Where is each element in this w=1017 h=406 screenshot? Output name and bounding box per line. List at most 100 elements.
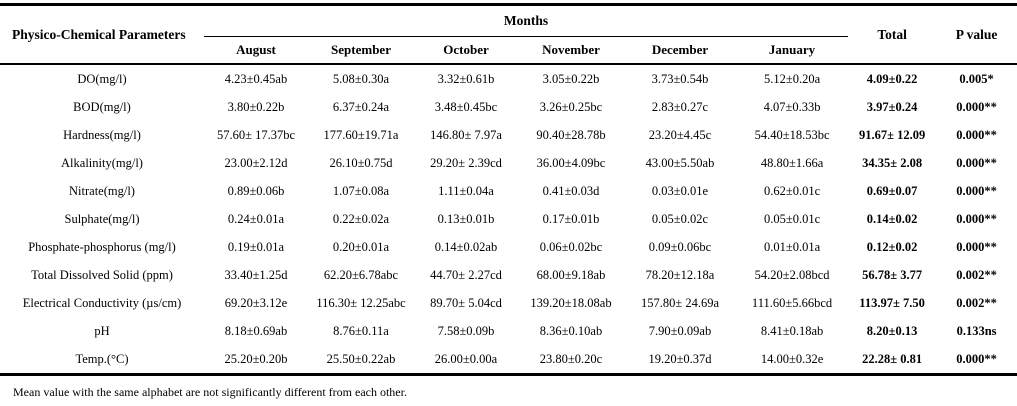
total-cell: 3.97±0.24 (866, 99, 918, 114)
month-value-cell: 23.20±4.45c (648, 127, 712, 142)
table-row: Electrical Conductivity (µs/cm) 69.20±3.1… (0, 289, 1017, 317)
parameter-cell: BOD(mg/l) (73, 99, 131, 114)
total-cell: 22.28± 0.81 (862, 351, 923, 366)
pvalue-cell: 0.133ns (956, 323, 997, 338)
month-value-cell: 2.83±0.27c (651, 99, 709, 114)
month-value-cell: 8.76±0.11a (333, 323, 389, 338)
month-value-cell: 0.09±0.06bc (648, 239, 712, 254)
month-value-cell: 23.00±2.12d (224, 155, 288, 170)
month-value-cell: 14.00±0.32e (760, 351, 824, 366)
parameter-cell: Alkalinity(mg/l) (61, 155, 143, 170)
month-value-cell: 0.13±0.01b (437, 211, 495, 226)
parameter-cell: Nitrate(mg/l) (69, 183, 135, 198)
month-value-cell: 5.12±0.20a (763, 71, 821, 86)
month-value-cell: 8.41±0.18ab (760, 323, 824, 338)
col-header-december: December (624, 36, 736, 65)
month-value-cell: 1.11±0.04a (438, 183, 494, 198)
parameter-cell: Sulphate(mg/l) (64, 211, 140, 226)
month-value-cell: 8.36±0.10ab (539, 323, 603, 338)
table-header: Physico-Chemical Parameters Months Total… (0, 4, 1017, 65)
month-value-cell: 3.80±0.22b (227, 99, 285, 114)
parameter-cell: pH (94, 323, 110, 338)
month-value-cell: 44.70± 2.27cd (430, 267, 502, 282)
month-value-cell: 25.20±0.20b (224, 351, 288, 366)
month-value-cell: 68.00±9.18ab (536, 267, 606, 282)
col-header-september: September (308, 36, 414, 65)
month-value-cell: 177.60±19.71a (323, 127, 399, 142)
month-value-cell: 29.20± 2.39cd (430, 155, 502, 170)
month-value-cell: 157.80± 24.69a (640, 295, 720, 310)
total-cell: 113.97± 7.50 (859, 295, 925, 310)
month-value-cell: 0.01±0.01a (763, 239, 821, 254)
total-cell: 0.14±0.02 (866, 211, 918, 226)
parameter-cell: Hardness(mg/l) (63, 127, 141, 142)
footnote: Mean value with the same alphabet are no… (13, 385, 407, 399)
total-cell: 0.12±0.02 (866, 239, 918, 254)
pvalue-cell: 0.002** (956, 267, 997, 282)
month-value-cell: 3.73±0.54b (651, 71, 709, 86)
parameter-cell: DO(mg/l) (77, 71, 127, 86)
month-value-cell: 25.50±0.22ab (326, 351, 396, 366)
month-value-cell: 26.00±0.00a (434, 351, 498, 366)
col-group-months: Months (204, 4, 849, 37)
month-value-cell: 3.26±0.25bc (539, 99, 603, 114)
pvalue-cell: 0.000** (956, 239, 997, 254)
month-value-cell: 23.80±0.20c (539, 351, 603, 366)
col-header-january: January (736, 36, 849, 65)
month-value-cell: 0.14±0.02ab (434, 239, 498, 254)
parameter-cell: Total Dissolved Solid (ppm) (31, 267, 173, 282)
col-header-august: August (204, 36, 308, 65)
month-value-cell: 3.48±0.45bc (434, 99, 498, 114)
pvalue-cell: 0.000** (956, 155, 997, 170)
month-value-cell: 0.05±0.01c (763, 211, 821, 226)
table-row: Hardness(mg/l) 57.60± 17.37bc 177.60±19.71… (0, 121, 1017, 149)
month-value-cell: 19.20±0.37d (648, 351, 712, 366)
physico-chemical-parameters-table: Physico-Chemical Parameters Months Total… (0, 3, 1017, 376)
month-value-cell: 33.40±1.25d (224, 267, 288, 282)
month-value-cell: 62.20±6.78abc (323, 267, 399, 282)
month-value-cell: 5.08±0.30a (332, 71, 390, 86)
parameter-cell: Phosphate-phosphorus (mg/l) (28, 239, 176, 254)
month-value-cell: 7.90±0.09ab (648, 323, 712, 338)
parameter-cell: Electrical Conductivity (µs/cm) (22, 295, 182, 310)
parameter-cell: Temp.(°C) (75, 351, 129, 366)
total-cell: 0.69±0.07 (866, 183, 918, 198)
month-value-cell: 90.40±28.78b (536, 127, 606, 142)
table-row: Temp.(°C) 25.20±0.20b 25.50±0.22ab 26.00±0.… (0, 345, 1017, 375)
total-cell: 91.67± 12.09 (858, 127, 926, 142)
month-value-cell: 0.03±0.01e (651, 183, 709, 198)
table-row: Nitrate(mg/l) 0.89±0.06b 1.07±0.08a 1.11±0.… (0, 177, 1017, 205)
pvalue-cell: 0.000** (956, 183, 997, 198)
month-value-cell: 36.00±4.09bc (536, 155, 606, 170)
month-value-cell: 78.20±12.18a (645, 267, 715, 282)
pvalue-cell: 0.000** (956, 211, 997, 226)
month-value-cell: 111.60±5.66bcd (751, 295, 833, 310)
month-value-cell: 8.18±0.69ab (224, 323, 288, 338)
month-value-cell: 116.30± 12.25abc (316, 295, 406, 310)
col-header-november: November (518, 36, 624, 65)
month-value-cell: 0.20±0.01a (332, 239, 390, 254)
pvalue-cell: 0.000** (956, 99, 997, 114)
month-value-cell: 3.05±0.22b (542, 71, 600, 86)
table-row: Alkalinity(mg/l) 23.00±2.12d 26.10±0.75d 29… (0, 149, 1017, 177)
month-value-cell: 0.62±0.01c (763, 183, 821, 198)
month-value-cell: 7.58±0.09b (437, 323, 495, 338)
total-cell: 4.09±0.22 (866, 71, 918, 86)
pvalue-cell: 0.000** (956, 127, 997, 142)
month-value-cell: 0.41±0.03d (542, 183, 600, 198)
month-value-cell: 3.32±0.61b (437, 71, 495, 86)
month-value-cell: 0.05±0.02c (651, 211, 709, 226)
total-cell: 34.35± 2.08 (862, 155, 923, 170)
month-value-cell: 6.37±0.24a (332, 99, 390, 114)
pvalue-cell: 0.000** (956, 351, 997, 366)
header-row-group: Physico-Chemical Parameters Months Total… (0, 4, 1017, 65)
month-value-cell: 48.80±1.66a (760, 155, 824, 170)
table-body: DO(mg/l) 4.23±0.45ab 5.08±0.30a 3.32±0.61b 3… (0, 64, 1017, 375)
month-value-cell: 139.20±18.08ab (530, 295, 612, 310)
month-value-cell: 0.24±0.01a (227, 211, 285, 226)
pvalue-cell: 0.002** (956, 295, 997, 310)
month-value-cell: 146.80± 7.97a (430, 127, 502, 142)
month-value-cell: 4.07±0.33b (763, 99, 821, 114)
total-cell: 8.20±0.13 (866, 323, 918, 338)
